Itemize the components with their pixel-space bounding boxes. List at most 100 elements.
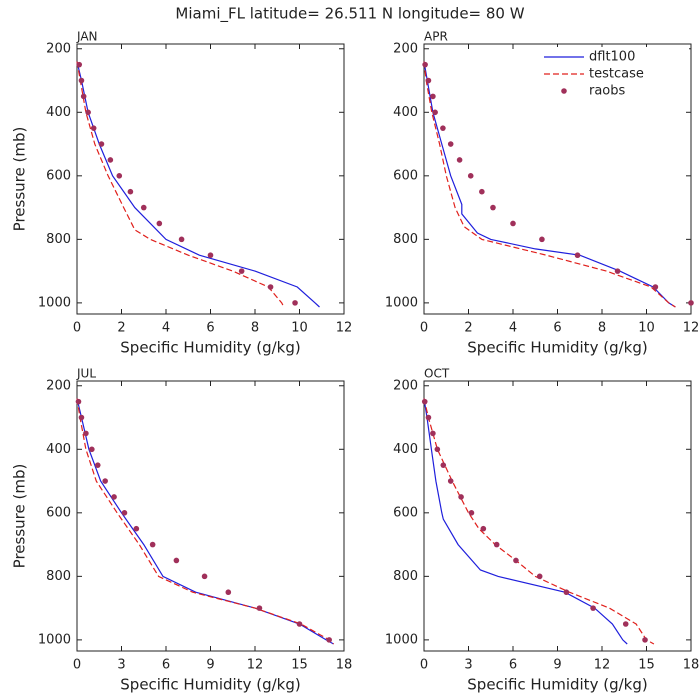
panel-label: JUL: [76, 367, 96, 381]
x-tick-label: 6: [509, 658, 517, 673]
data-point: [76, 61, 83, 68]
chart-title: Miami_FL latitude= 26.511 N longitude= 8…: [175, 5, 524, 24]
y-tick-label: 800: [46, 232, 71, 247]
y-tick-label: 1000: [38, 632, 71, 647]
x-tick-label: 3: [464, 658, 472, 673]
data-point: [116, 173, 123, 179]
data-point: [425, 414, 432, 421]
plot-frame: [76, 380, 345, 652]
data-point: [513, 557, 519, 564]
data-point: [78, 77, 85, 84]
plot-frame: [423, 380, 692, 652]
panel-label: JAN: [76, 30, 98, 44]
y-tick-label: 400: [46, 442, 71, 457]
x-tick-label: 4: [162, 321, 170, 336]
data-point: [102, 478, 108, 484]
data-point: [78, 414, 85, 421]
data-point: [127, 188, 134, 195]
y-tick-label: 400: [393, 105, 418, 120]
legend-label: raobs: [589, 84, 626, 99]
x-tick-label: 10: [291, 321, 308, 336]
x-tick-label: 18: [683, 658, 700, 673]
series-line: [423, 398, 628, 645]
data-point: [480, 525, 487, 532]
data-point: [440, 462, 447, 468]
x-axis-label: Specific Humidity (g/kg): [120, 676, 300, 694]
legend-marker: [561, 88, 567, 94]
y-tick-label: 400: [46, 105, 71, 120]
data-point: [267, 284, 274, 290]
data-point: [149, 541, 156, 548]
data-point: [173, 557, 180, 564]
y-tick-label: 200: [46, 378, 71, 393]
x-tick-label: 3: [117, 658, 125, 673]
data-point: [447, 478, 454, 484]
data-point: [447, 141, 454, 147]
data-point: [510, 220, 516, 227]
x-tick-label: 8: [251, 321, 259, 336]
data-point: [140, 204, 147, 211]
y-tick-label: 200: [393, 378, 418, 393]
x-tick-label: 0: [73, 658, 81, 673]
y-axis-label: Pressure (mb): [11, 464, 29, 569]
y-tick-label: 200: [46, 41, 71, 56]
data-point: [121, 510, 128, 516]
data-point: [111, 494, 117, 500]
y-axis-label: Pressure (mb): [11, 127, 29, 232]
data-point: [256, 605, 263, 611]
x-axis-label: Specific Humidity (g/kg): [120, 339, 300, 357]
x-tick-label: 0: [73, 321, 81, 336]
data-point: [493, 541, 500, 548]
x-tick-label: 2: [117, 321, 125, 336]
data-point: [326, 637, 332, 643]
data-point: [590, 605, 596, 611]
x-tick-label: 10: [638, 321, 655, 336]
data-point: [467, 173, 474, 179]
y-tick-label: 800: [393, 232, 418, 247]
y-tick-label: 400: [393, 442, 418, 457]
x-tick-label: 12: [247, 658, 264, 673]
x-tick-label: 6: [553, 321, 561, 336]
x-axis-label: Specific Humidity (g/kg): [467, 339, 647, 357]
data-point: [107, 157, 114, 163]
data-point: [468, 510, 475, 516]
series-line: [76, 61, 320, 308]
data-point: [642, 637, 648, 643]
x-tick-label: 6: [162, 658, 170, 673]
data-point: [178, 236, 185, 243]
series-line: [423, 61, 676, 308]
series-line: [76, 398, 335, 645]
data-point: [80, 93, 87, 100]
data-point: [156, 220, 163, 227]
data-point: [225, 589, 232, 596]
data-point: [98, 141, 105, 147]
data-point: [456, 157, 463, 163]
y-tick-label: 600: [393, 168, 418, 183]
series-line: [76, 398, 334, 645]
data-point: [85, 109, 91, 116]
y-tick-label: 1000: [385, 632, 418, 647]
legend-label: dflt100: [589, 50, 635, 65]
data-point: [75, 398, 82, 405]
x-tick-label: 0: [420, 658, 428, 673]
x-tick-label: 6: [206, 321, 214, 336]
x-tick-label: 9: [553, 658, 561, 673]
y-tick-label: 600: [393, 505, 418, 520]
x-tick-label: 4: [509, 321, 517, 336]
series-line: [423, 398, 655, 645]
y-tick-label: 200: [393, 41, 418, 56]
data-point: [296, 621, 303, 627]
data-point: [425, 77, 432, 84]
data-point: [434, 446, 441, 453]
data-point: [614, 268, 621, 274]
x-tick-label: 9: [206, 658, 214, 673]
x-tick-label: 2: [464, 321, 472, 336]
data-point: [536, 573, 543, 580]
data-point: [432, 109, 438, 116]
x-axis-label: Specific Humidity (g/kg): [467, 676, 647, 694]
data-point: [90, 125, 97, 131]
y-tick-label: 600: [46, 168, 71, 183]
data-point: [574, 252, 581, 259]
legend-label: testcase: [589, 67, 644, 82]
